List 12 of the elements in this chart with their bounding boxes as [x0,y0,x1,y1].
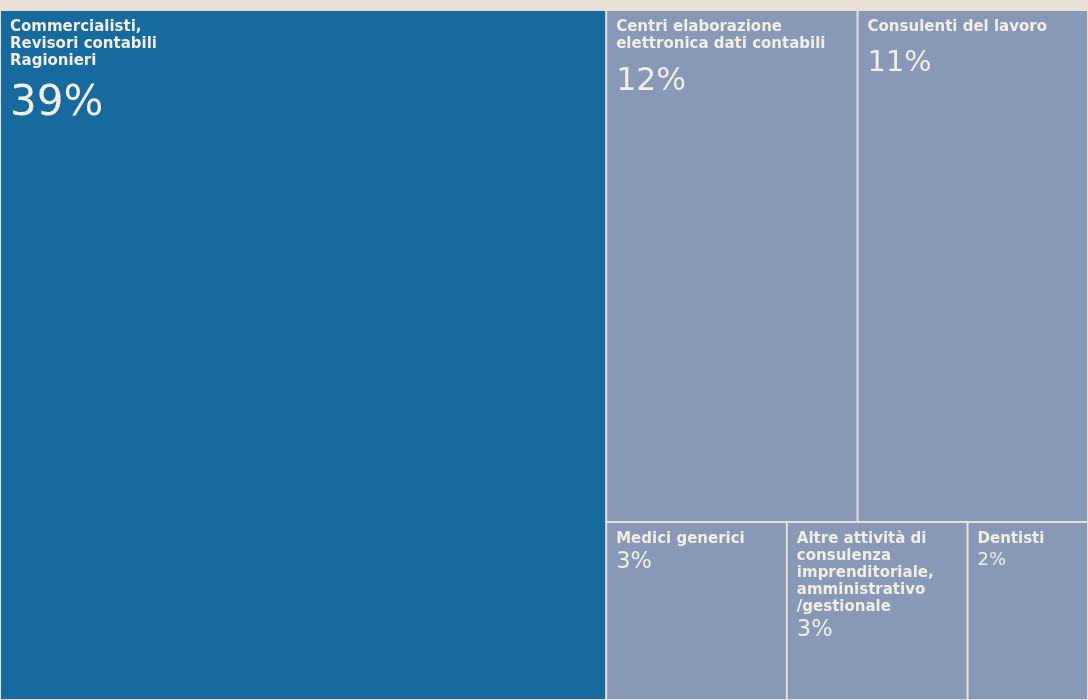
category-label: Dentisti [977,529,1045,548]
category-label: Commercialisti, Revisori contabili Ragionieri [10,17,157,70]
category-label: Centri elaborazione elettronica dati contabili [616,17,826,53]
category-label: Altre attività di consulenza imprenditoriale, amministrativo /gestionale [796,529,934,616]
data-label: 39% [10,75,104,125]
data-label: 2% [977,547,1007,569]
data-label: 3% [616,547,652,574]
category-label: Medici generici [616,529,745,548]
data-label: 12% [616,60,686,97]
data-label: 11% [867,43,932,78]
data-label: 3% [796,615,833,642]
category-label: Consulenti del lavoro [867,17,1048,36]
